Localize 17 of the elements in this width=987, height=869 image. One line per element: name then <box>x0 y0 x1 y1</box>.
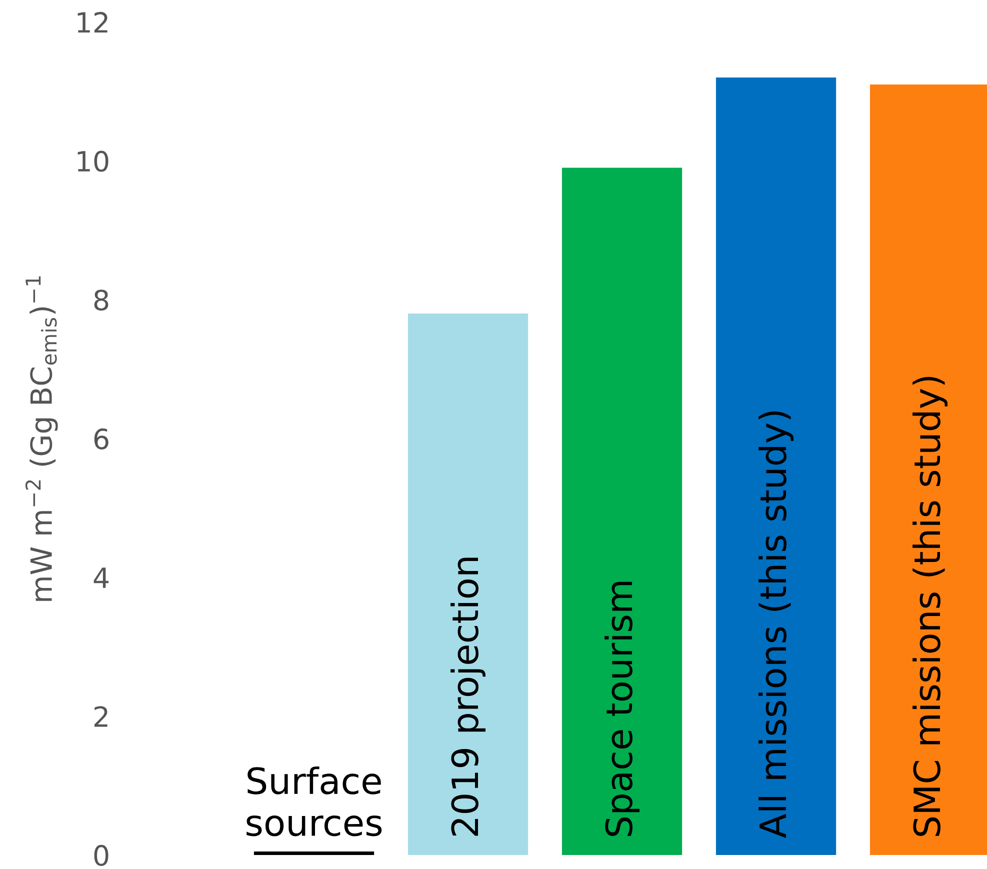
bar <box>716 78 836 855</box>
y-tick-label: 2 <box>94 706 108 727</box>
x-tick-label: Space tourism <box>604 582 640 836</box>
x-tick-label: SMC missions (this study) <box>912 376 948 836</box>
bar <box>254 852 374 855</box>
y-tick-label: 10 <box>78 150 108 172</box>
y-axis-title: mW m$^{−2}$ (Gg BC$_{emis}$)$^{−1}$ <box>25 276 58 601</box>
y-tick-label: 12 <box>78 12 108 33</box>
y-tick-label: 6 <box>94 428 108 450</box>
x-tick-label: All missions (this study) <box>758 411 794 838</box>
bar <box>408 314 528 855</box>
y-tick-label: 4 <box>94 568 109 588</box>
y-tick-label: 8 <box>94 290 108 311</box>
x-tick-label: 2019 projection <box>450 558 486 836</box>
y-tick-label: 0 <box>94 844 108 866</box>
bar <box>562 168 682 855</box>
x-tick-label: Surface sources <box>246 766 382 836</box>
